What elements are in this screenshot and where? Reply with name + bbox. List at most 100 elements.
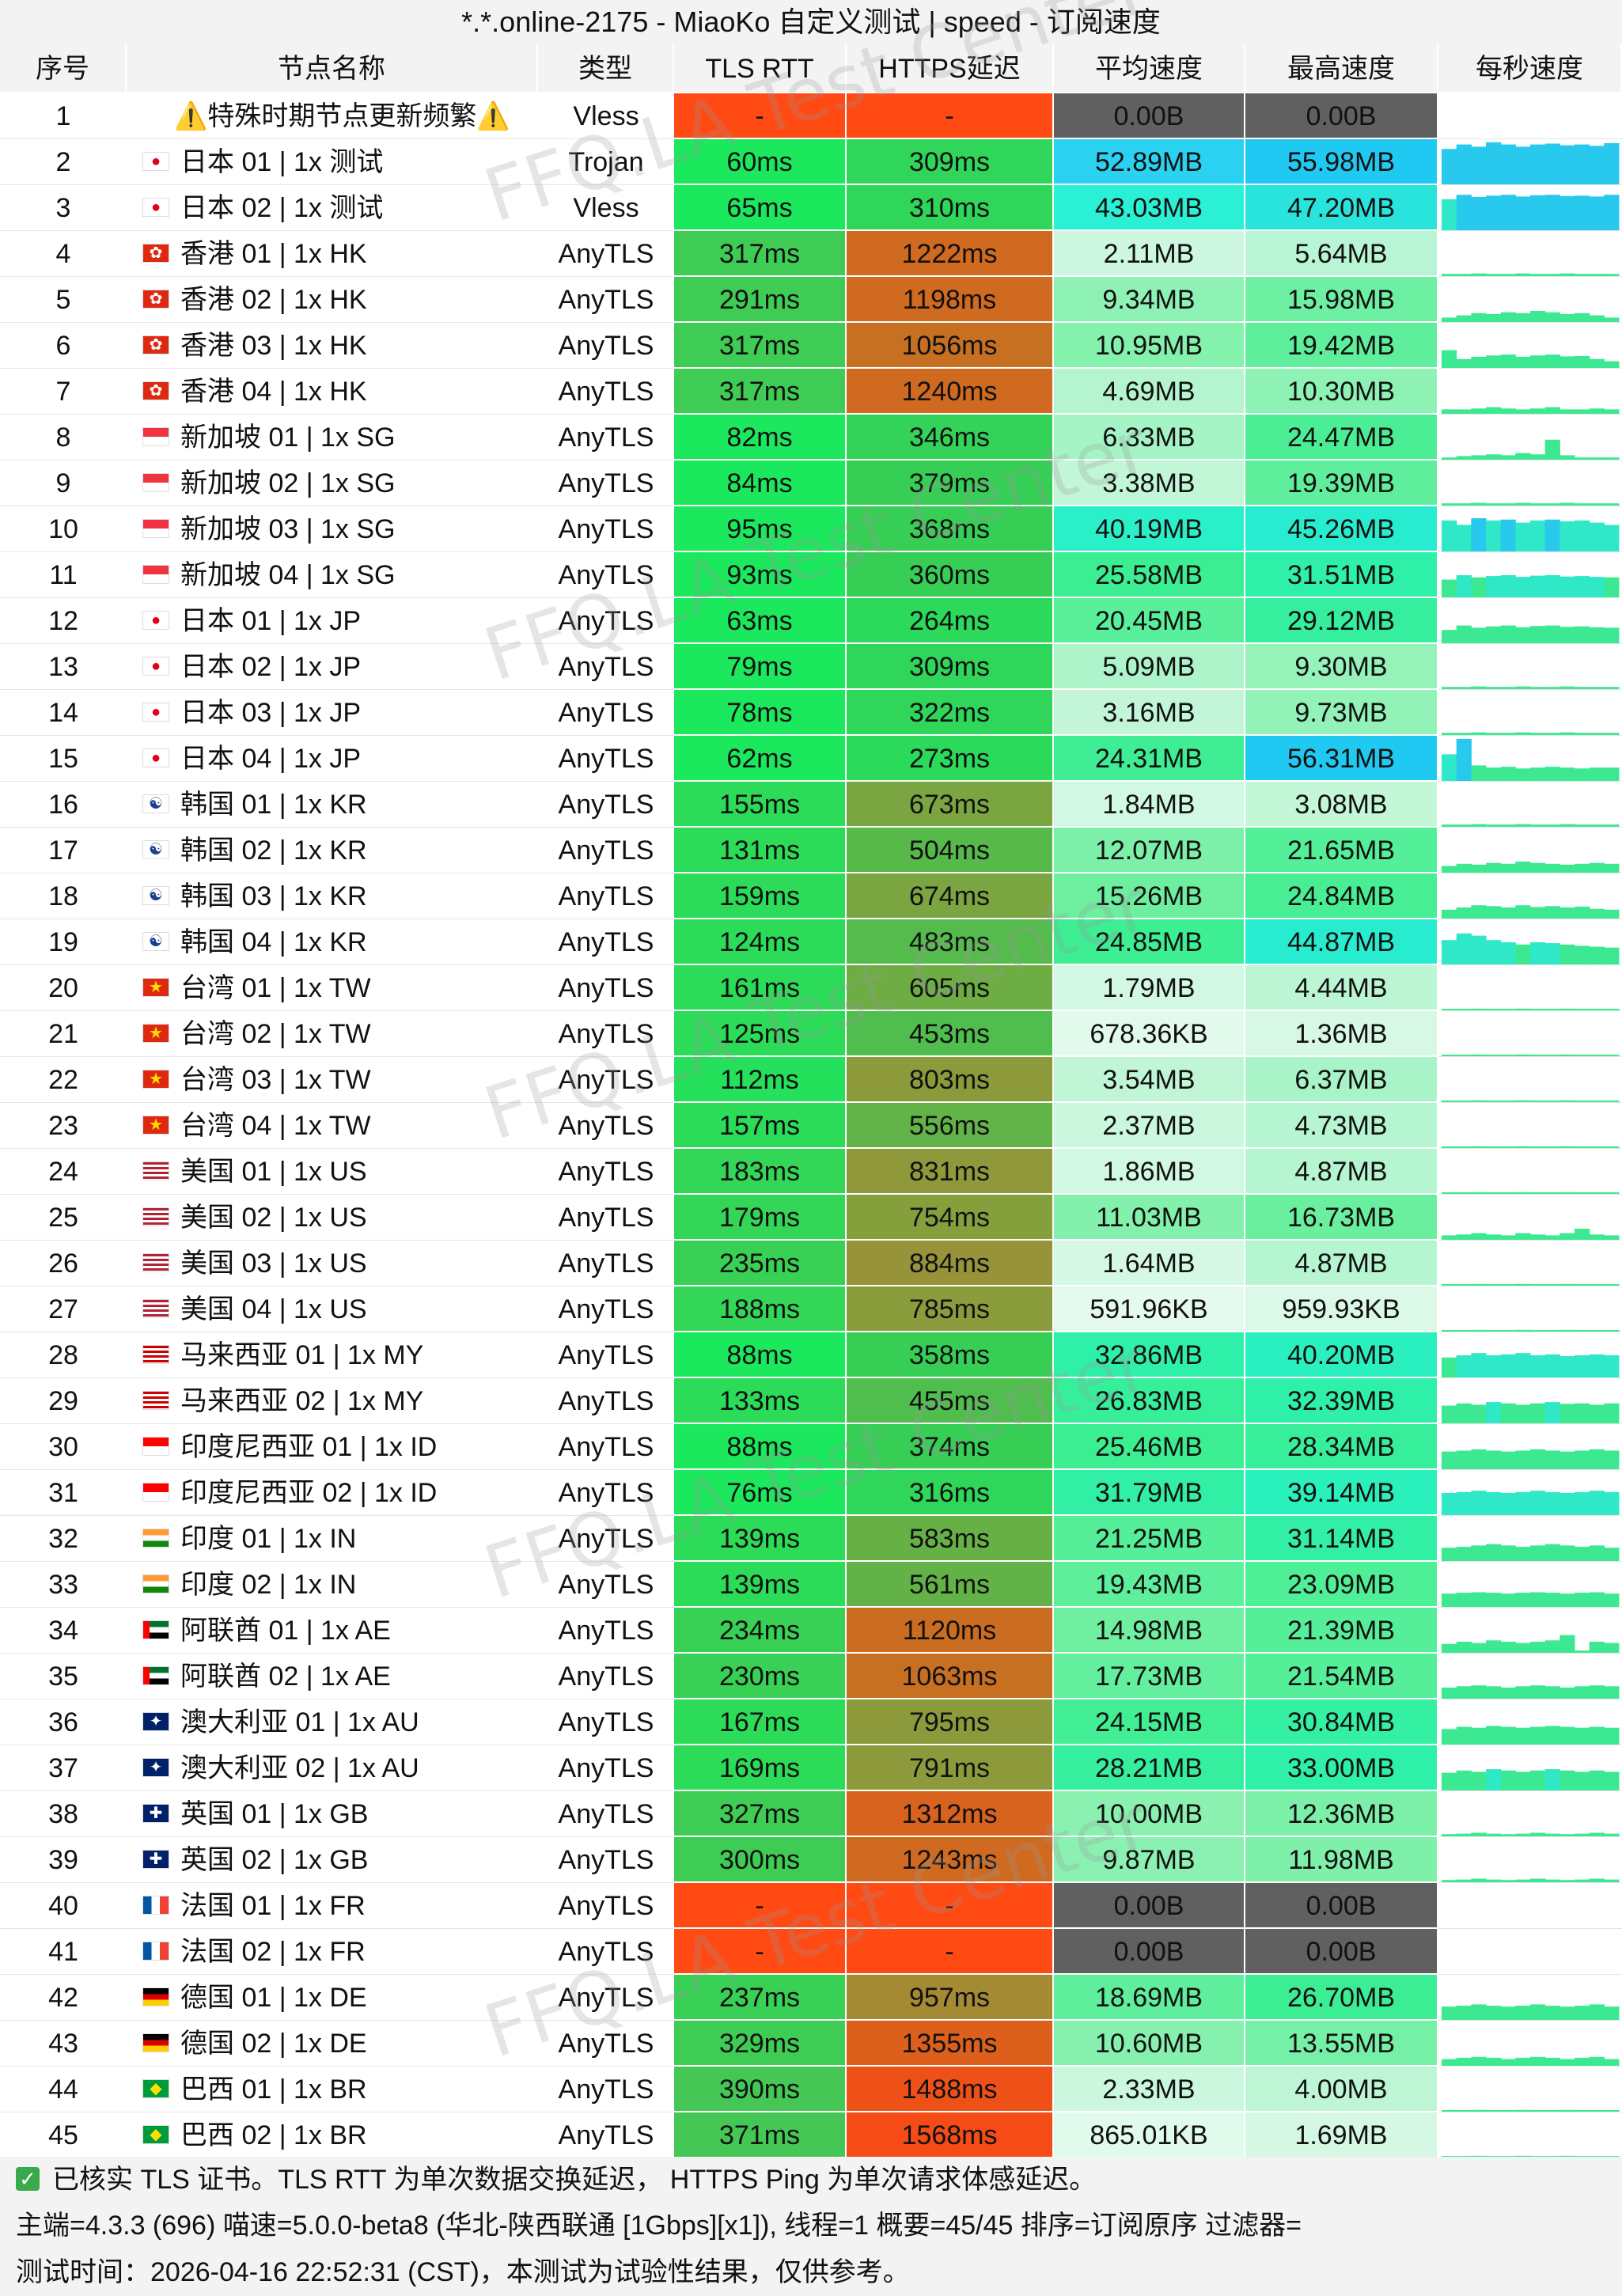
sparkline-bar	[1515, 1146, 1531, 1148]
header-per-second-speed[interactable]: 每秒速度	[1438, 44, 1622, 93]
sparkline-bar	[1530, 1726, 1546, 1745]
table-row[interactable]: 30 印度尼西亚 01 | 1x ID AnyTLS 88ms 374ms 25.46MB…	[0, 1424, 1622, 1470]
table-row[interactable]: 21 ★ 台湾 02 | 1x TW AnyTLS 125ms 453ms 678.36KB…	[0, 1011, 1622, 1057]
table-row[interactable]: 36 ✦ 澳大利亚 01 | 1x AU AnyTLS 167ms 795ms 24.15M…	[0, 1699, 1622, 1745]
per-second-speed-sparkline	[1438, 231, 1622, 277]
row-index: 7	[0, 369, 127, 415]
flag-jp-icon: ●	[142, 703, 169, 722]
sparkline-bar	[1486, 733, 1502, 735]
row-index: 22	[0, 1057, 127, 1103]
sparkline-chart	[1442, 273, 1620, 276]
table-row[interactable]: 19 ☯ 韩国 04 | 1x KR AnyTLS 124ms 483ms 24.85MB 4…	[0, 919, 1622, 965]
table-row[interactable]: 40 法国 01 | 1x FR AnyTLS - -0.00B 0.00B	[0, 1883, 1622, 1929]
flag-in-icon	[142, 1529, 169, 1548]
table-row[interactable]: 32 印度 01 | 1x IN AnyTLS 139ms 583ms 21.25MB 31…	[0, 1516, 1622, 1562]
header-type[interactable]: 类型	[538, 44, 674, 93]
sparkline-bar	[1442, 317, 1457, 322]
table-row[interactable]: 20 ★ 台湾 01 | 1x TW AnyTLS 161ms 605ms 1.79MB 4.…	[0, 965, 1622, 1011]
https-latency-cell: 264ms	[847, 598, 1054, 644]
table-row[interactable]: 27 美国 04 | 1x US AnyTLS 188ms 785ms 591.96KB 9…	[0, 1286, 1622, 1332]
table-row[interactable]: 34 阿联酋 01 | 1x AE AnyTLS 234ms 1120ms 14.98MB…	[0, 1608, 1622, 1654]
table-row[interactable]: 24 美国 01 | 1x US AnyTLS 183ms 831ms 1.86MB 4.8…	[0, 1149, 1622, 1195]
sparkline-bar	[1604, 1284, 1620, 1286]
sparkline-bar	[1442, 1493, 1457, 1515]
table-row[interactable]: 38 ✚ 英国 01 | 1x GB AnyTLS 327ms 1312ms 10.00MB…	[0, 1791, 1622, 1837]
table-row[interactable]: 12 ● 日本 01 | 1x JP AnyTLS 63ms 264ms 20.45MB 29…	[0, 598, 1622, 644]
header-name[interactable]: 节点名称	[127, 44, 538, 93]
table-row[interactable]: 33 印度 02 | 1x IN AnyTLS 139ms 561ms 19.43MB 23…	[0, 1562, 1622, 1608]
table-row[interactable]: 17 ☯ 韩国 02 | 1x KR AnyTLS 131ms 504ms 12.07MB 2…	[0, 828, 1622, 873]
tls-rtt-cell: 371ms	[674, 2112, 847, 2158]
table-row[interactable]: 43 德国 02 | 1x DE AnyTLS 329ms 1355ms 10.60MB 1…	[0, 2021, 1622, 2067]
table-row[interactable]: 6 ✿ 香港 03 | 1x HK AnyTLS 317ms 1056ms 10.95MB 1…	[0, 323, 1622, 369]
table-row[interactable]: 9 新加坡 02 | 1x SG AnyTLS 84ms 379ms 3.38MB 19.3…	[0, 460, 1622, 506]
table-row[interactable]: 22 ★ 台湾 03 | 1x TW AnyTLS 112ms 803ms 3.54MB 6.…	[0, 1057, 1622, 1103]
sparkline-bar	[1471, 1832, 1487, 1836]
table-row[interactable]: 26 美国 03 | 1x US AnyTLS 235ms 884ms 1.64MB 4.8…	[0, 1241, 1622, 1286]
table-row[interactable]: 16 ☯ 韩国 01 | 1x KR AnyTLS 155ms 673ms 1.84MB 3.…	[0, 782, 1622, 828]
sparkline-bar	[1442, 1643, 1457, 1653]
sparkline-bar	[1589, 1878, 1605, 1882]
sparkline-bar	[1515, 2006, 1531, 2020]
table-row[interactable]: 42 德国 01 | 1x DE AnyTLS 237ms 957ms 18.69MB 26…	[0, 1975, 1622, 2021]
per-second-speed-sparkline	[1438, 1654, 1622, 1699]
table-row[interactable]: 1 ⚠️特殊时期节点更新频繁⚠️ Vless - -0.00B 0.00B	[0, 93, 1622, 139]
table-row[interactable]: 25 美国 02 | 1x US AnyTLS 179ms 754ms 11.03MB 16…	[0, 1195, 1622, 1241]
https-latency-cell: -	[847, 93, 1054, 139]
table-row[interactable]: 23 ★ 台湾 04 | 1x TW AnyTLS 157ms 556ms 2.37MB 4.…	[0, 1103, 1622, 1149]
table-row[interactable]: 8 新加坡 01 | 1x SG AnyTLS 82ms 346ms 6.33MB 24.4…	[0, 415, 1622, 460]
node-name-cell: 印度 02 | 1x IN	[127, 1562, 538, 1608]
tls-rtt-cell: 84ms	[674, 460, 847, 506]
table-row[interactable]: 14 ● 日本 03 | 1x JP AnyTLS 78ms 322ms 3.16MB 9.7…	[0, 690, 1622, 736]
table-row[interactable]: 7 ✿ 香港 04 | 1x HK AnyTLS 317ms 1240ms 4.69MB 10…	[0, 369, 1622, 415]
sparkline-bar	[1456, 409, 1472, 414]
max-speed-cell: 45.26MB	[1245, 506, 1438, 552]
sparkline-chart	[1442, 738, 1620, 781]
tls-rtt-cell: -	[674, 1929, 847, 1975]
node-name-cell: 德国 01 | 1x DE	[127, 1975, 538, 2021]
sparkline-bar	[1442, 733, 1457, 735]
table-row[interactable]: 13 ● 日本 02 | 1x JP AnyTLS 79ms 309ms 5.09MB 9.3…	[0, 644, 1622, 690]
flag-de-icon	[142, 1987, 169, 2007]
sparkline-bar	[1530, 1545, 1546, 1561]
table-row[interactable]: 10 新加坡 03 | 1x SG AnyTLS 95ms 368ms 40.19MB 45…	[0, 506, 1622, 552]
header-idx[interactable]: 序号	[0, 44, 127, 93]
table-row[interactable]: 11 新加坡 04 | 1x SG AnyTLS 93ms 360ms 25.58MB 31…	[0, 552, 1622, 598]
header-max-speed[interactable]: 最高速度	[1245, 44, 1438, 93]
sparkline-bar	[1544, 575, 1560, 597]
table-row[interactable]: 5 ✿ 香港 02 | 1x HK AnyTLS 291ms 1198ms 9.34MB 15…	[0, 277, 1622, 323]
table-row[interactable]: 15 ● 日本 04 | 1x JP AnyTLS 62ms 273ms 24.31MB 56…	[0, 736, 1622, 782]
table-row[interactable]: 2 ● 日本 01 | 1x 测试 Trojan 60ms 309ms 52.89MB 55.…	[0, 139, 1622, 185]
table-row[interactable]: 4 ✿ 香港 01 | 1x HK AnyTLS 317ms 1222ms 2.11MB 5.…	[0, 231, 1622, 277]
header-tls-rtt[interactable]: TLS RTT	[674, 44, 847, 93]
per-second-speed-sparkline	[1438, 1057, 1622, 1103]
per-second-speed-sparkline	[1438, 598, 1622, 644]
table-row[interactable]: 37 ✦ 澳大利亚 02 | 1x AU AnyTLS 169ms 791ms 28.21M…	[0, 1745, 1622, 1791]
header-https-latency[interactable]: HTTPS延迟	[847, 44, 1054, 93]
sparkline-bar	[1544, 1055, 1560, 1056]
table-row[interactable]: 3 ● 日本 02 | 1x 测试 Vless 65ms 310ms 43.03MB 47.2…	[0, 185, 1622, 231]
sparkline-bar	[1575, 1593, 1590, 1607]
table-row[interactable]: 28 马来西亚 01 | 1x MY AnyTLS 88ms 358ms 32.86MB 4…	[0, 1332, 1622, 1378]
footer-meta: 主端=4.3.3 (696) 喵速=5.0.0-beta8 (华北-陕西联通 […	[0, 2203, 1622, 2249]
sparkline-bar	[1604, 1101, 1620, 1102]
sparkline-bar	[1575, 1101, 1590, 1102]
row-index: 9	[0, 460, 127, 506]
table-row[interactable]: 39 ✚ 英国 02 | 1x GB AnyTLS 300ms 1243ms 9.87MB 1…	[0, 1837, 1622, 1883]
table-row[interactable]: 41 法国 02 | 1x FR AnyTLS - -0.00B 0.00B	[0, 1929, 1622, 1975]
table-row[interactable]: 45 ◆ 巴西 02 | 1x BR AnyTLS 371ms 1568ms 865.01K…	[0, 2112, 1622, 2158]
table-row[interactable]: 31 印度尼西亚 02 | 1x ID AnyTLS 76ms 316ms 31.79MB…	[0, 1470, 1622, 1516]
table-row[interactable]: 18 ☯ 韩国 03 | 1x KR AnyTLS 159ms 674ms 15.26MB 2…	[0, 873, 1622, 919]
https-latency-cell: 1312ms	[847, 1791, 1054, 1837]
sparkline-bar	[1559, 1192, 1575, 1194]
table-row[interactable]: 44 ◆ 巴西 01 | 1x BR AnyTLS 390ms 1488ms 2.33MB 4…	[0, 2067, 1622, 2112]
row-index: 1	[0, 93, 127, 139]
sparkline-bar	[1530, 767, 1546, 781]
table-row[interactable]: 29 马来西亚 02 | 1x MY AnyTLS 133ms 455ms 26.83MB…	[0, 1378, 1622, 1424]
sparkline-bar	[1530, 1592, 1546, 1607]
header-avg-speed[interactable]: 平均速度	[1054, 44, 1245, 93]
node-name-cell: ✚ 英国 01 | 1x GB	[127, 1791, 538, 1837]
table-row[interactable]: 35 阿联酋 02 | 1x AE AnyTLS 230ms 1063ms 17.73MB…	[0, 1654, 1622, 1699]
sparkline-bar	[1456, 1192, 1472, 1194]
sparkline-bar	[1456, 1770, 1472, 1790]
